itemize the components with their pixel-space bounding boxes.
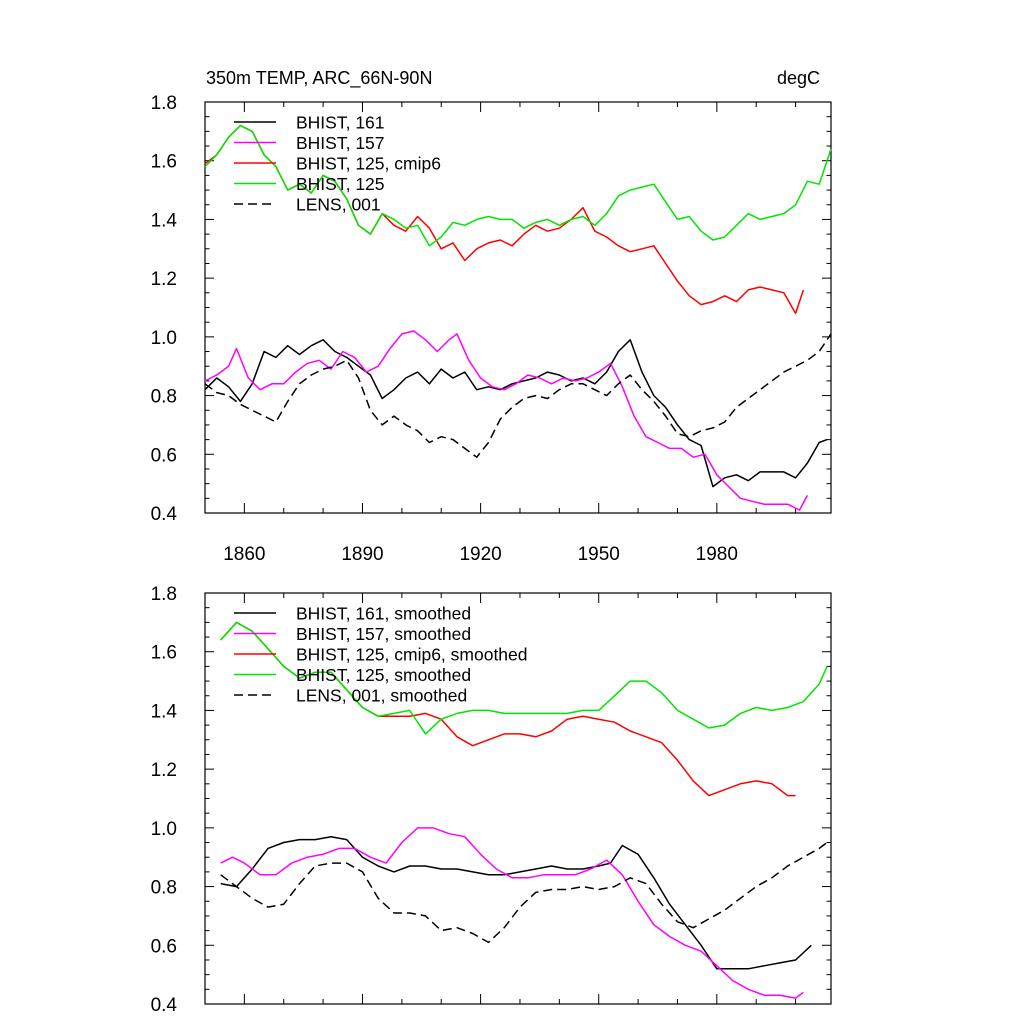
y-tick-label: 1.4 (151, 701, 178, 722)
legend-label: LENS, 001, smoothed (296, 686, 467, 706)
series-line-4 (204, 333, 832, 458)
top-panel: 350m TEMP, ARC_66N-90N degC 0.4 0.6 0.8 1.0… (151, 68, 832, 565)
series-line-1 (204, 330, 809, 511)
units-label: degC (777, 68, 820, 88)
legend-label: BHIST, 125, cmip6 (296, 154, 441, 174)
legend-label: BHIST, 125, smoothed (296, 665, 471, 685)
y-tick-label: 0.8 (151, 387, 177, 408)
legend-label: BHIST, 157 (296, 133, 385, 153)
series-line-4 (220, 841, 828, 944)
series-line-3 (220, 621, 828, 735)
bottom-panel: 0.4 0.6 0.8 1.0 1.2 1.4 1.6 1.8 BHIST, 161, smoo… (151, 584, 832, 1016)
x-tick-label: 1890 (341, 544, 383, 565)
x-tick-label: 1950 (578, 544, 620, 565)
y-tick-label: 0.6 (151, 445, 177, 466)
y-tick-label: 1.8 (151, 93, 177, 114)
top-plot-area: 0.4 0.6 0.8 1.0 1.2 1.4 1.6 1.8 1860 1890 1920 1950… (151, 93, 832, 565)
legend-label: BHIST, 161, smoothed (296, 604, 471, 624)
y-tick-label: 1.2 (151, 269, 177, 290)
legend-label: BHIST, 125, cmip6, smoothed (296, 645, 528, 665)
x-tick-label: 1980 (696, 544, 738, 565)
y-tick-label: 1.0 (151, 819, 177, 840)
y-tick-label: 1.2 (151, 760, 177, 781)
x-tick-label: 1920 (459, 544, 501, 565)
legend-label: BHIST, 161 (296, 113, 385, 133)
y-tick-label: 0.4 (151, 995, 178, 1016)
series-line-1 (220, 827, 804, 999)
series-line-0 (204, 339, 828, 488)
y-tick-label: 1.6 (151, 152, 177, 173)
y-tick-label: 1.8 (151, 584, 177, 605)
legend-label: BHIST, 157, smoothed (296, 624, 471, 644)
chart-title: 350m TEMP, ARC_66N-90N (206, 68, 432, 89)
y-tick-label: 0.8 (151, 878, 177, 899)
x-tick-label: 1860 (223, 544, 265, 565)
y-tick-label: 0.4 (151, 504, 178, 525)
y-tick-label: 1.0 (151, 328, 177, 349)
legend-label: LENS, 001 (296, 195, 381, 215)
bottom-plot-area: 0.4 0.6 0.8 1.0 1.2 1.4 1.6 1.8 BHIST, 161, smoo… (151, 584, 832, 1016)
y-tick-label: 0.6 (151, 936, 177, 957)
y-tick-label: 1.4 (151, 210, 178, 231)
series-line-3 (204, 124, 832, 247)
legend-label: BHIST, 125 (296, 174, 385, 194)
y-tick-label: 1.6 (151, 643, 177, 664)
